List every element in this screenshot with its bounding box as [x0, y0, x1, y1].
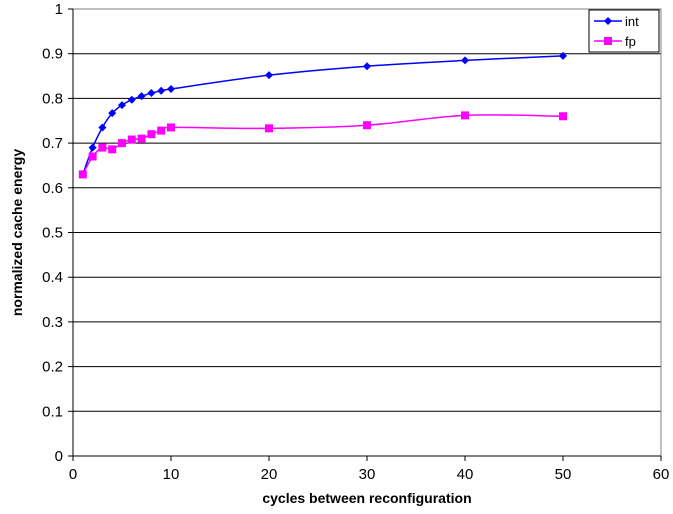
- data-point-int: [98, 123, 107, 132]
- data-point-int: [363, 62, 371, 71]
- legend-marker: [604, 37, 612, 45]
- y-axis: 0 0.1 0.2 0.3 0.4 0.5 0.6 0.7 0.8 0.9 1: [42, 1, 74, 465]
- legend-box: [588, 9, 660, 53]
- x-axis-title: cycles between reconfiguration: [262, 490, 471, 506]
- data-point-int: [137, 92, 146, 101]
- data-point-int: [88, 143, 97, 152]
- data-point-int: [157, 86, 166, 95]
- series-fp: [78, 111, 567, 179]
- data-point-fp: [98, 143, 107, 152]
- data-point-fp: [559, 112, 567, 121]
- data-point-fp: [363, 121, 371, 130]
- y-tick-label: 0.9: [42, 46, 63, 63]
- gridlines: [73, 53, 661, 412]
- y-tick-label: 0: [55, 448, 63, 465]
- x-tick-label: 10: [163, 466, 180, 483]
- y-tick-label: 0.8: [42, 90, 63, 107]
- y-tick-label: 0.4: [42, 269, 63, 286]
- x-tick-label: 0: [69, 466, 77, 483]
- data-point-fp: [78, 170, 87, 179]
- x-tick-label: 20: [261, 466, 278, 483]
- legend-marker: [604, 17, 612, 25]
- data-point-fp: [118, 139, 126, 148]
- y-tick-label: 0.3: [42, 314, 63, 331]
- data-point-fp: [137, 134, 146, 143]
- legend-entry-int: int: [594, 14, 639, 29]
- data-point-int: [127, 95, 136, 104]
- y-axis-title: normalized cache energy: [9, 149, 25, 317]
- y-tick-label: 0.7: [42, 135, 63, 152]
- data-point-int: [559, 51, 567, 60]
- x-tick-label: 60: [653, 466, 670, 483]
- series-line-fp: [82, 114, 564, 175]
- data-point-fp: [157, 126, 166, 135]
- legend: int fp: [588, 9, 660, 53]
- x-tick-label: 30: [359, 466, 376, 483]
- legend-entry-fp: fp: [594, 34, 636, 49]
- y-tick-label: 0.2: [42, 359, 63, 376]
- y-tick-label: 0.6: [42, 180, 63, 197]
- data-point-fp: [167, 123, 175, 132]
- data-point-int: [461, 56, 469, 65]
- data-point-int: [167, 85, 175, 94]
- data-point-int: [108, 109, 117, 118]
- series-layer: [78, 51, 567, 179]
- data-point-int: [265, 71, 273, 80]
- x-tick-label: 50: [555, 466, 572, 483]
- data-point-fp: [461, 111, 469, 120]
- data-point-int: [118, 101, 126, 110]
- data-point-fp: [127, 135, 136, 144]
- data-point-fp: [88, 152, 97, 161]
- data-point-fp: [265, 124, 273, 133]
- legend-label: fp: [625, 34, 636, 49]
- x-tick-label: 40: [457, 466, 474, 483]
- x-axis: 0 10 20 30 40 50 60: [69, 455, 670, 483]
- y-tick-label: 1: [55, 1, 63, 18]
- data-point-fp: [108, 145, 117, 154]
- data-point-fp: [147, 130, 156, 139]
- y-tick-label: 0.5: [42, 225, 63, 242]
- data-point-int: [147, 89, 156, 98]
- legend-label: int: [625, 14, 639, 29]
- y-tick-label: 0.1: [42, 403, 63, 420]
